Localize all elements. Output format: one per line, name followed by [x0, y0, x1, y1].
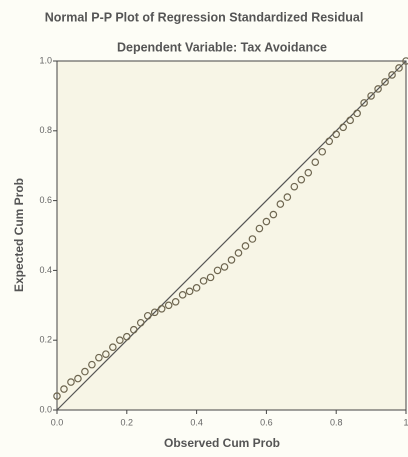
y-tick-label: 0.2 [39, 335, 52, 345]
y-tick-label: 0.0 [39, 404, 52, 414]
x-tick-label: 0.2 [121, 417, 134, 427]
x-tick-label: 0.6 [260, 417, 273, 427]
x-tick-label: 0.0 [51, 417, 64, 427]
chart: Normal P-P Plot of Regression Standardiz… [0, 0, 408, 452]
chart-title: Normal P-P Plot of Regression Standardiz… [45, 10, 364, 24]
y-tick-label: 0.6 [39, 195, 52, 205]
y-tick-label: 0.8 [39, 125, 52, 135]
x-tick-label: 1 [403, 417, 408, 427]
y-axis-label: Expected Cum Prob [12, 178, 26, 292]
x-axis-label: Observed Cum Prob [164, 436, 280, 450]
page: {"chart_data": { "type": "scatter", "tit… [0, 0, 408, 452]
x-tick-label: 0.4 [190, 417, 203, 427]
y-tick-label: 1.0 [39, 55, 52, 65]
x-tick-label: 0.8 [330, 417, 343, 427]
y-tick-label: 0.4 [39, 265, 52, 275]
chart-subtitle: Dependent Variable: Tax Avoidance [117, 40, 327, 54]
